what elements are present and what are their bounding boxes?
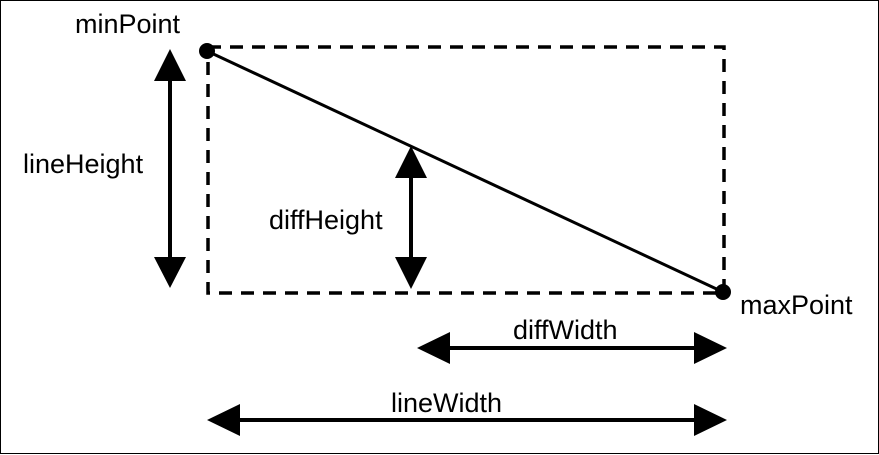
min-point-dot [199, 43, 215, 59]
max-point-dot [715, 284, 731, 300]
diff-height-arrow [395, 146, 427, 289]
max-point-label: maxPoint [740, 290, 853, 320]
diagonal-line [206, 49, 724, 294]
diff-width-label: diffWidth [513, 315, 618, 345]
line-height-arrow [154, 49, 186, 288]
diff-height-label: diffHeight [269, 205, 383, 235]
line-height-label: lineHeight [23, 149, 144, 179]
min-point-label: minPoint [75, 9, 181, 39]
line-width-label: lineWidth [391, 388, 503, 418]
diff-width-arrow [417, 332, 727, 364]
line-width-arrow [207, 404, 727, 436]
bounding-box-dashed [206, 45, 726, 295]
